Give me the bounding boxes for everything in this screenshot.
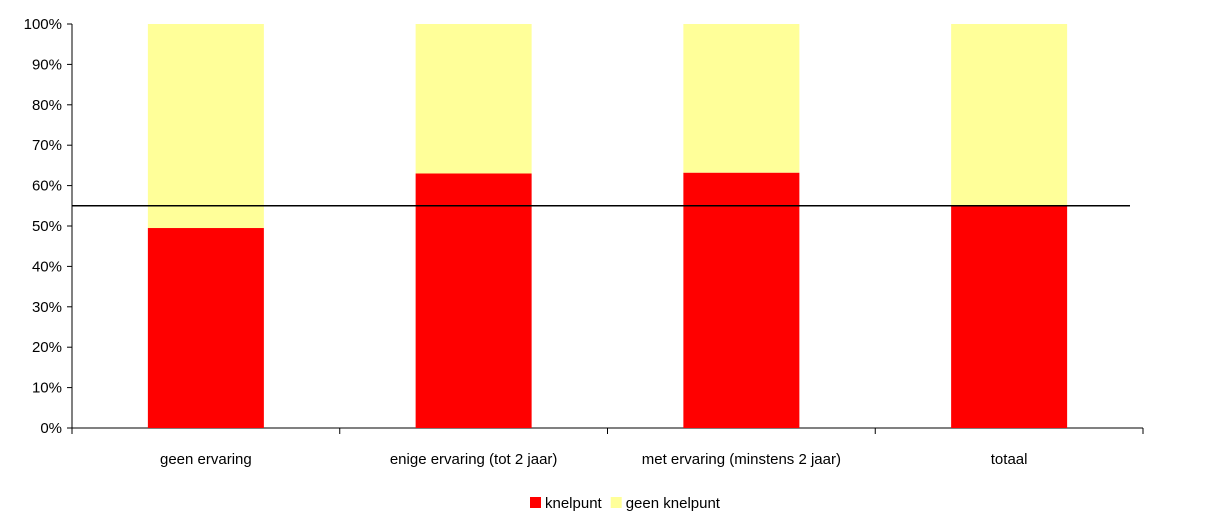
bar-knelpunt xyxy=(415,173,532,428)
y-tick-label: 50% xyxy=(32,218,62,235)
bar-knelpunt xyxy=(951,205,1068,428)
y-tick-label: 40% xyxy=(32,258,62,275)
y-tick-label: 100% xyxy=(24,16,62,33)
x-tick-label: geen ervaring xyxy=(160,451,252,468)
y-tick-label: 30% xyxy=(32,299,62,316)
bars xyxy=(147,24,1068,428)
x-tick-label: totaal xyxy=(991,451,1028,468)
y-tick-label: 20% xyxy=(32,339,62,356)
bar-knelpunt xyxy=(683,172,800,428)
legend-swatch xyxy=(530,497,541,508)
y-tick-label: 0% xyxy=(40,420,62,437)
legend-label: geen knelpunt xyxy=(626,495,721,512)
legend-swatch xyxy=(610,497,622,508)
bar-knelpunt xyxy=(147,228,264,428)
bar-geen-knelpunt xyxy=(415,24,532,174)
legend-label: knelpunt xyxy=(545,495,603,512)
y-tick-label: 60% xyxy=(32,178,62,195)
x-tick-label: enige ervaring (tot 2 jaar) xyxy=(390,451,558,468)
bar-geen-knelpunt xyxy=(683,24,800,173)
y-tick-label: 80% xyxy=(32,97,62,114)
x-axis: geen ervaring enige ervaring (tot 2 jaar)… xyxy=(71,427,1144,468)
y-tick-label: 10% xyxy=(32,380,62,397)
y-tick-label: 70% xyxy=(32,137,62,154)
legend: knelpunt geen knelpunt xyxy=(530,495,721,512)
bar-geen-knelpunt xyxy=(951,24,1068,206)
x-tick-label: met ervaring (minstens 2 jaar) xyxy=(642,451,841,468)
y-axis: 0% 10% 20% 30% 40% 50% 60% 70% 80% 90% 100% xyxy=(24,16,73,437)
y-tick-label: 90% xyxy=(32,56,62,73)
bar-geen-knelpunt xyxy=(147,24,264,229)
